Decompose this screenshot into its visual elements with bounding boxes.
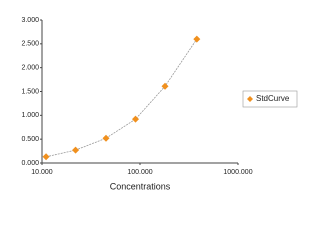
point: [132, 115, 140, 123]
y-tick-label: 1.500: [21, 88, 39, 95]
x-tick-label: 1000.000: [223, 169, 252, 176]
chart: Concentrations 0.000 0.500 1.000 1.500 2.000…: [21, 17, 298, 191]
point: [102, 134, 110, 142]
legend-label: StdCurve: [256, 94, 290, 103]
point: [161, 82, 169, 90]
y-tick-label: 3.000: [21, 17, 39, 24]
point: [42, 153, 50, 161]
point: [193, 35, 201, 43]
y-tick-label: 0.500: [21, 136, 39, 143]
y-tick-label: 1.000: [21, 112, 39, 119]
trend-line: [45, 38, 198, 158]
point: [72, 146, 80, 154]
x-tick-label: 10.000: [31, 169, 53, 176]
y-tick-label: 0.000: [21, 160, 39, 167]
x-tick-label: 100.000: [127, 169, 152, 176]
x-axis-title: Concentrations: [110, 181, 171, 191]
y-tick-label: 2.500: [21, 41, 39, 48]
legend-box: [242, 90, 298, 108]
y-tick-label: 2.000: [21, 65, 39, 72]
legend-marker: [247, 96, 253, 102]
